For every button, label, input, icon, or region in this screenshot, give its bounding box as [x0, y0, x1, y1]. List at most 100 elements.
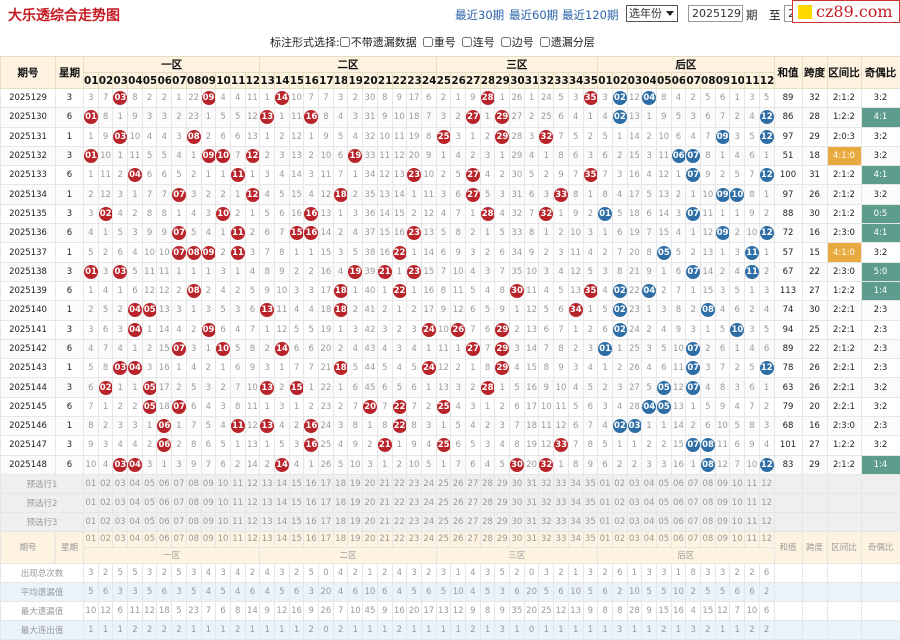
range-link[interactable]: 最近60期 — [509, 7, 558, 23]
omission-cell: 8 — [436, 281, 451, 300]
sum: 79 — [774, 397, 802, 416]
omission-cell: 5 — [730, 417, 745, 436]
hit-cell: 02 — [98, 378, 113, 397]
number-header: 19 — [348, 531, 363, 547]
omission-cell: 7 — [671, 281, 686, 300]
stat-value: 5 — [583, 582, 598, 601]
preselect-label: 预选行3 — [1, 512, 84, 531]
number-header: 26 — [451, 512, 466, 531]
range-link[interactable]: 最近120期 — [562, 7, 618, 23]
hit-cell: 04 — [128, 301, 143, 320]
hit-cell: 25 — [436, 127, 451, 146]
omission-cell: 4 — [554, 262, 569, 281]
ball: 15 — [290, 381, 304, 395]
omission-cell: 7 — [333, 166, 348, 185]
ball: 08 — [701, 303, 715, 317]
omission-cell: 1 — [715, 243, 730, 262]
omission-cell: 2 — [598, 378, 613, 397]
ball: 09 — [716, 130, 730, 144]
weekday: 1 — [56, 301, 84, 320]
omission-cell: 16 — [421, 281, 436, 300]
ball: 14 — [275, 458, 289, 472]
hit-cell: 13 — [260, 378, 275, 397]
omission-cell: 17 — [157, 378, 172, 397]
omission-cell: 8 — [583, 436, 598, 455]
omission-cell: 8 — [98, 108, 113, 127]
number-header: 05 — [142, 73, 157, 89]
omission-cell: 15 — [157, 339, 172, 358]
range-link[interactable]: 最近30期 — [455, 7, 504, 23]
omission-cell: 4 — [510, 359, 525, 378]
omission-cell: 1 — [245, 204, 260, 223]
year-select[interactable]: 选年份 — [626, 5, 678, 22]
omission-cell: 5 — [98, 301, 113, 320]
number-header: 23 — [407, 474, 422, 493]
omission-cell: 1 — [128, 339, 143, 358]
empty-cell — [861, 582, 900, 601]
option-text: 连号 — [473, 36, 495, 49]
zone-header: 后区 — [598, 57, 774, 73]
omission-cell: 14 — [671, 417, 686, 436]
omission-cell: 5 — [554, 89, 569, 108]
from-issue-input[interactable]: 2025129 — [688, 5, 743, 22]
omission-cell: 2 — [495, 166, 510, 185]
omission-cell: 3 — [642, 455, 657, 474]
omission-cell: 1 — [554, 455, 569, 474]
omission-cell: 7 — [466, 320, 481, 339]
option[interactable]: 不带遗漏数据 — [340, 36, 417, 49]
weekday: 3 — [56, 262, 84, 281]
omission-cell: 13 — [701, 243, 716, 262]
stat-value: 6 — [759, 601, 774, 620]
hit-cell: 29 — [495, 359, 510, 378]
number-header: 15 — [289, 73, 304, 89]
omission-cell: 11 — [128, 146, 143, 165]
ball: 11 — [745, 246, 759, 260]
option-checkbox[interactable] — [423, 37, 433, 47]
omission-cell: 38 — [363, 243, 378, 262]
number-header: 13 — [260, 73, 275, 89]
ball: 01 — [84, 149, 98, 163]
omission-cell: 1 — [421, 378, 436, 397]
number-header: 02 — [612, 474, 627, 493]
omission-cell: 6 — [715, 89, 730, 108]
option-checkbox[interactable] — [540, 37, 550, 47]
number-header: 27 — [466, 531, 481, 547]
stat-value: 3 — [480, 563, 495, 582]
stat-value: 5 — [113, 563, 128, 582]
stat-value: 2 — [377, 563, 392, 582]
omission-cell: 4 — [98, 281, 113, 300]
omission-cell: 1 — [128, 185, 143, 204]
omission-cell: 8 — [98, 359, 113, 378]
zone-ratio: 2:1:2 — [827, 166, 861, 185]
omission-cell: 31 — [510, 185, 525, 204]
omission-cell: 2 — [304, 262, 319, 281]
option-checkbox[interactable] — [462, 37, 472, 47]
ball: 05 — [657, 246, 671, 260]
omission-cell: 1 — [436, 146, 451, 165]
ball: 02 — [613, 284, 627, 298]
omission-cell: 8 — [671, 301, 686, 320]
option[interactable]: 遗漏分层 — [540, 36, 595, 49]
omission-cell: 2 — [377, 301, 392, 320]
empty-cell — [861, 563, 900, 582]
omission-cell: 2 — [186, 166, 201, 185]
omission-cell: 8 — [319, 108, 334, 127]
stat-value: 0 — [524, 620, 539, 639]
number-header: 10 — [216, 531, 231, 547]
option[interactable]: 连号 — [462, 36, 495, 49]
issue: 2025138 — [1, 262, 56, 281]
option-checkbox[interactable] — [501, 37, 511, 47]
ball: 01 — [598, 342, 612, 356]
omission-cell: 1 — [759, 378, 774, 397]
omission-cell: 5 — [759, 320, 774, 339]
hit-cell: 33 — [554, 185, 569, 204]
option[interactable]: 边号 — [501, 36, 534, 49]
stat-value: 1 — [245, 620, 260, 639]
omission-cell: 2 — [451, 108, 466, 127]
number-header: 07 — [172, 493, 187, 512]
number-header: 05 — [142, 474, 157, 493]
option-checkbox[interactable] — [340, 37, 350, 47]
option[interactable]: 重号 — [423, 36, 456, 49]
omission-cell: 2 — [275, 378, 290, 397]
